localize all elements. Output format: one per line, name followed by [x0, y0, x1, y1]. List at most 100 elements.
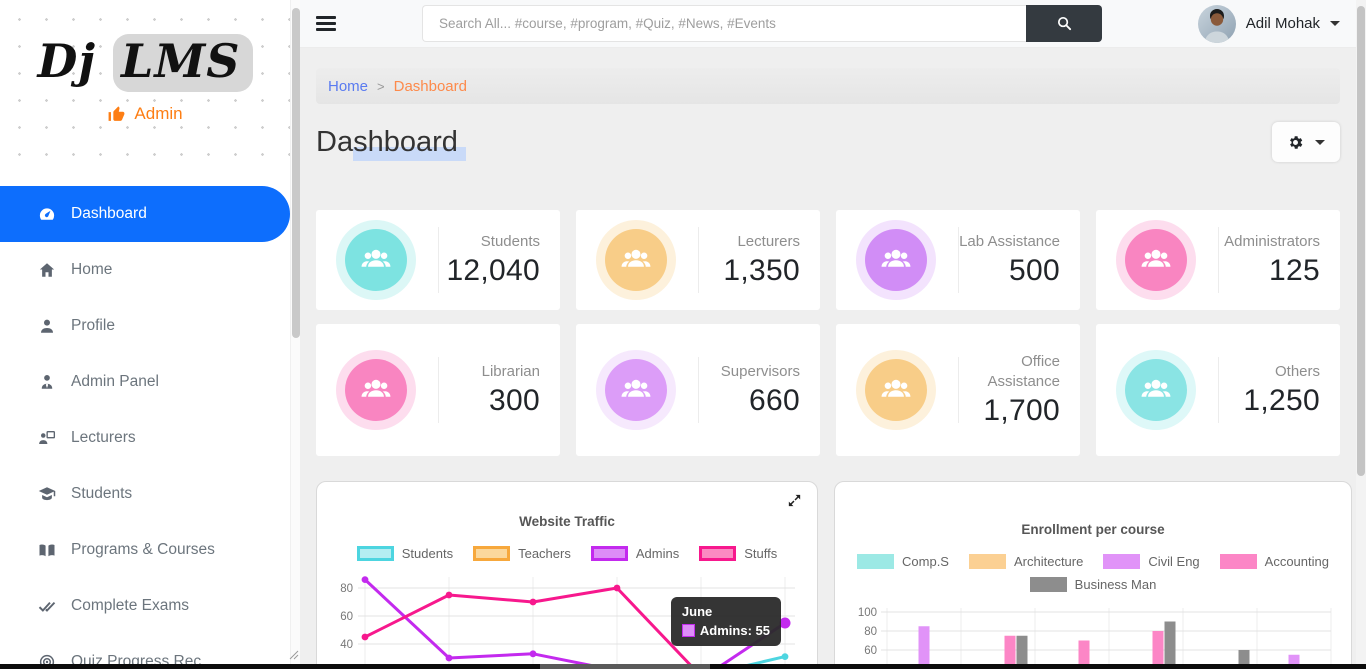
- stat-label: Supervisors: [720, 362, 800, 380]
- user-menu[interactable]: Adil Mohak: [1197, 4, 1340, 43]
- breadcrumb: Home > Dashboard: [316, 68, 1340, 104]
- legend-label: Comp.S: [902, 554, 949, 569]
- enrollment-card: Enrollment per course Comp.S Architecture…: [834, 481, 1352, 669]
- legend-label: Students: [401, 546, 454, 561]
- sidebar-scrollbar[interactable]: [290, 0, 300, 669]
- stat-label: Lecturers: [737, 232, 800, 250]
- bar-chart[interactable]: 100806040: [849, 604, 1337, 669]
- legend-item[interactable]: Students: [356, 546, 454, 561]
- search-button[interactable]: [1026, 5, 1102, 42]
- users-group-icon: [605, 229, 667, 291]
- stat-icon-halo: [856, 220, 936, 300]
- website-traffic-card: Website Traffic Students Teachers Admins St…: [316, 481, 818, 669]
- admin-role-link[interactable]: Admin: [0, 104, 290, 124]
- stat-icon-halo: [596, 350, 676, 430]
- stat-label: Students: [480, 232, 540, 250]
- legend-swatch: [1103, 554, 1141, 569]
- stat-value: 1,700: [983, 394, 1060, 428]
- stats-grid: Students 12,040 Lecturers 1,350 Lab Assi…: [316, 210, 1340, 456]
- legend-swatch: [1029, 577, 1067, 592]
- admin-role-label: Admin: [134, 104, 183, 123]
- users-group-icon: [1125, 359, 1187, 421]
- legend-label: Civil Eng: [1148, 554, 1200, 569]
- svg-text:60: 60: [864, 645, 877, 657]
- legend-item[interactable]: Stuffs: [699, 546, 777, 561]
- breadcrumb-current: Dashboard: [393, 77, 467, 95]
- sidebar-item-admin-panel[interactable]: Admin Panel: [0, 354, 290, 410]
- check-double-icon: [38, 601, 56, 612]
- settings-dropdown-button[interactable]: [1272, 122, 1340, 162]
- sidebar-item-label: Dashboard: [71, 205, 147, 222]
- expand-icon[interactable]: [786, 492, 803, 514]
- sidebar-item-lecturers[interactable]: Lecturers: [0, 410, 290, 466]
- stat-card-lecturers: Lecturers 1,350: [576, 210, 820, 310]
- stat-card-office-assistance: Office Assistance 1,700: [836, 324, 1080, 456]
- search-icon: [1057, 16, 1071, 31]
- users-group-icon: [345, 359, 407, 421]
- chart-tooltip: June Admins: 55: [670, 597, 781, 646]
- sidebar-item-profile[interactable]: Profile: [0, 298, 290, 354]
- legend-label: Accounting: [1264, 554, 1329, 569]
- stat-value: 1,250: [1243, 384, 1320, 418]
- stat-value: 660: [749, 384, 800, 418]
- gear-icon: [1290, 135, 1303, 149]
- legend-swatch: [590, 546, 628, 561]
- search-input[interactable]: [422, 5, 1026, 42]
- page-scrollbar-thumb[interactable]: [1357, 6, 1365, 476]
- logo-text-lms: LMS: [113, 34, 253, 92]
- sidebar: Dj LMS Admin Dashboard Home Profile Admi…: [0, 0, 290, 669]
- page-content: Home > Dashboard Dashboard Students 12,0…: [300, 48, 1356, 669]
- main-area: Adil Mohak Home > Dashboard Dashboard St: [300, 0, 1356, 669]
- stat-icon-halo: [1116, 350, 1196, 430]
- page-scrollbar[interactable]: [1356, 0, 1366, 669]
- legend-swatch: [356, 546, 394, 561]
- stat-label: Administrators: [1224, 232, 1320, 250]
- users-group-icon: [865, 359, 927, 421]
- legend-item[interactable]: Civil Eng: [1103, 554, 1200, 569]
- svg-text:60: 60: [340, 611, 353, 623]
- breadcrumb-home-link[interactable]: Home: [328, 77, 369, 95]
- gauge-icon: [39, 208, 55, 220]
- sidebar-item-home[interactable]: Home: [0, 242, 290, 298]
- legend-label: Architecture: [1013, 554, 1084, 569]
- sidebar-item-complete-exams[interactable]: Complete Exams: [0, 578, 290, 634]
- user-icon: [41, 319, 53, 333]
- stat-icon-halo: [1116, 220, 1196, 300]
- sidebar-item-label: Lecturers: [71, 429, 136, 446]
- legend-swatch: [473, 546, 511, 561]
- stat-icon-halo: [596, 220, 676, 300]
- window-bottom-edge: [0, 664, 1366, 669]
- chalkboard-teacher-icon: [39, 431, 56, 444]
- thumbs-up-icon: [108, 105, 125, 121]
- legend-item[interactable]: Teachers: [473, 546, 571, 561]
- legend-item[interactable]: Architecture: [968, 554, 1084, 569]
- legend-item[interactable]: Comp.S: [857, 554, 949, 569]
- line-chart-plot: 80604020 June Admins: 55: [331, 573, 803, 669]
- legend-label: Teachers: [518, 546, 571, 561]
- stat-icon-halo: [856, 350, 936, 430]
- sidebar-item-dashboard[interactable]: Dashboard: [0, 186, 290, 242]
- chevron-down-icon: [1330, 21, 1340, 26]
- stat-label: Librarian: [481, 362, 540, 380]
- users-group-icon: [865, 229, 927, 291]
- tooltip-swatch: [681, 624, 695, 637]
- legend-item[interactable]: Admins: [590, 546, 679, 561]
- legend-item[interactable]: Business Man: [1029, 577, 1156, 592]
- menu-toggle-icon[interactable]: [316, 13, 336, 35]
- legend-item[interactable]: Accounting: [1219, 554, 1329, 569]
- tooltip-title: June: [681, 604, 713, 619]
- avatar: [1197, 4, 1236, 43]
- users-group-icon: [345, 229, 407, 291]
- app-logo: Dj LMS: [0, 34, 290, 92]
- stat-value: 1,350: [723, 254, 800, 288]
- tooltip-text: Admins: 55: [699, 623, 770, 638]
- sidebar-item-students[interactable]: Students: [0, 466, 290, 522]
- stat-card-librarian: Librarian 300: [316, 324, 560, 456]
- stat-value: 125: [1269, 254, 1320, 288]
- sidebar-item-programs-courses[interactable]: Programs & Courses: [0, 522, 290, 578]
- resize-grip-icon[interactable]: [288, 648, 300, 666]
- chart-title: Enrollment per course: [1021, 522, 1165, 537]
- horizontal-scrollbar-thumb[interactable]: [540, 664, 710, 669]
- sidebar-scrollbar-thumb[interactable]: [292, 8, 300, 338]
- legend-swatch: [857, 554, 895, 569]
